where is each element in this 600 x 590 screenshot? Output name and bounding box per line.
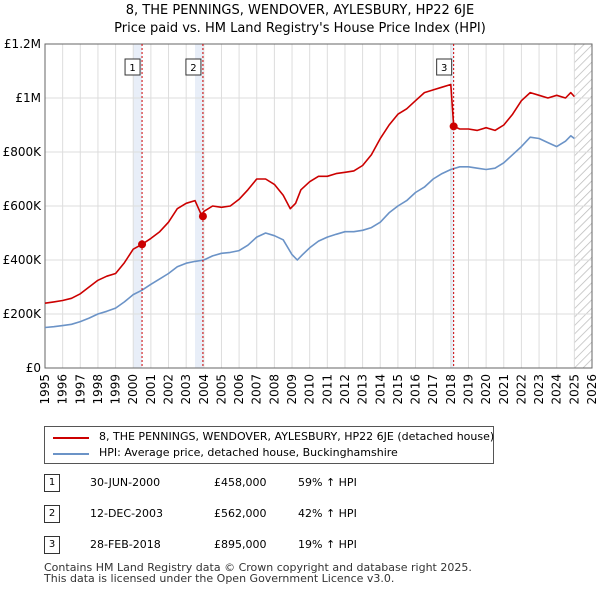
x-tick-label: 1998 — [91, 374, 105, 405]
transaction-price: £562,000 — [214, 507, 267, 520]
table-row: 3 28-FEB-2018 £895,000 19% ↑ HPI — [0, 536, 600, 556]
x-tick-label: 2018 — [444, 374, 458, 405]
transaction-number-badge: 2 — [44, 505, 60, 523]
table-row: 1 30-JUN-2000 £458,000 59% ↑ HPI — [0, 474, 600, 494]
x-tick-label: 2026 — [585, 374, 599, 405]
x-tick-label: 2020 — [479, 374, 493, 405]
plot-frame — [44, 43, 593, 369]
footer-attribution: Contains HM Land Registry data © Crown c… — [44, 562, 472, 584]
transaction-hpi-change: 42% ↑ HPI — [298, 507, 357, 520]
x-tick-label: 2006 — [232, 374, 246, 405]
x-tick-label: 1995 — [38, 374, 52, 405]
transaction-number-badge: 3 — [44, 536, 60, 554]
x-tick-label: 2011 — [320, 374, 334, 405]
x-tick-label: 2012 — [338, 374, 352, 405]
sale-point — [138, 240, 147, 249]
x-tick-label: 2013 — [356, 374, 370, 405]
x-tick-label: 2025 — [567, 374, 581, 405]
legend: 8, THE PENNINGS, WENDOVER, AYLESBURY, HP… — [44, 426, 494, 464]
x-tick-label: 1996 — [56, 374, 70, 405]
transaction-number-badge: 1 — [44, 474, 60, 492]
y-tick-label: £1M — [15, 91, 41, 105]
sale-marker-label: 3 — [441, 63, 447, 74]
y-tick-label: £800K — [3, 145, 43, 159]
x-tick-label: 2001 — [144, 374, 158, 405]
footer-line-2: This data is licensed under the Open Gov… — [44, 572, 395, 585]
x-tick-label: 2015 — [391, 374, 405, 405]
x-tick-label: 2003 — [179, 374, 193, 405]
sale-marker-badge — [436, 58, 453, 76]
y-tick-label: £0 — [26, 361, 41, 375]
y-tick-label: £1.2M — [4, 37, 41, 51]
x-tick-label: 2022 — [514, 374, 528, 405]
sale-point — [449, 122, 458, 131]
footer-line-1: Contains HM Land Registry data © Crown c… — [44, 561, 472, 574]
sale-marker-badge — [185, 58, 202, 76]
chart-title-line1: 8, THE PENNINGS, WENDOVER, AYLESBURY, HP… — [125, 3, 475, 18]
y-tick-label: £200K — [3, 307, 43, 321]
x-tick-label: 2021 — [497, 374, 511, 405]
sale-marker-badge — [124, 58, 141, 76]
transaction-price: £895,000 — [214, 538, 267, 551]
sale-marker-label: 2 — [190, 63, 196, 74]
x-tick-label: 2000 — [126, 374, 140, 405]
x-tick-label: 2016 — [409, 374, 423, 405]
transaction-date: 30-JUN-2000 — [90, 476, 161, 489]
x-tick-label: 2014 — [373, 374, 387, 405]
x-tick-label: 2010 — [303, 374, 317, 405]
sale-marker-label: 1 — [129, 63, 135, 74]
x-tick-label: 2024 — [550, 374, 564, 405]
legend-swatch-hpi — [53, 453, 89, 455]
x-tick-label: 2009 — [285, 374, 299, 405]
x-tick-label: 2005 — [214, 374, 228, 405]
x-tick-label: 2002 — [162, 374, 176, 405]
legend-label-hpi: HPI: Average price, detached house, Buck… — [99, 446, 398, 459]
x-tick-label: 1999 — [109, 374, 123, 405]
transaction-hpi-change: 59% ↑ HPI — [298, 476, 357, 489]
x-tick-label: 2019 — [461, 374, 475, 405]
y-tick-label: £600K — [3, 199, 43, 213]
x-tick-label: 2023 — [532, 374, 546, 405]
legend-label-property: 8, THE PENNINGS, WENDOVER, AYLESBURY, HP… — [99, 430, 495, 443]
y-tick-label: £400K — [3, 253, 43, 267]
x-tick-label: 1997 — [73, 374, 87, 405]
x-tick-label: 2017 — [426, 374, 440, 405]
table-row: 2 12-DEC-2003 £562,000 42% ↑ HPI — [0, 505, 600, 525]
transaction-date: 28-FEB-2018 — [90, 538, 161, 551]
legend-swatch-property — [53, 437, 89, 439]
x-tick-label: 2007 — [250, 374, 264, 405]
x-tick-label: 2008 — [267, 374, 281, 405]
transaction-price: £458,000 — [214, 476, 267, 489]
sale-point — [198, 212, 207, 221]
hpi-line — [44, 135, 575, 329]
transaction-date: 12-DEC-2003 — [90, 507, 164, 520]
chart-title-line2: Price paid vs. HM Land Registry's House … — [114, 21, 486, 36]
transaction-hpi-change: 19% ↑ HPI — [298, 538, 357, 551]
x-tick-label: 2004 — [197, 374, 211, 405]
